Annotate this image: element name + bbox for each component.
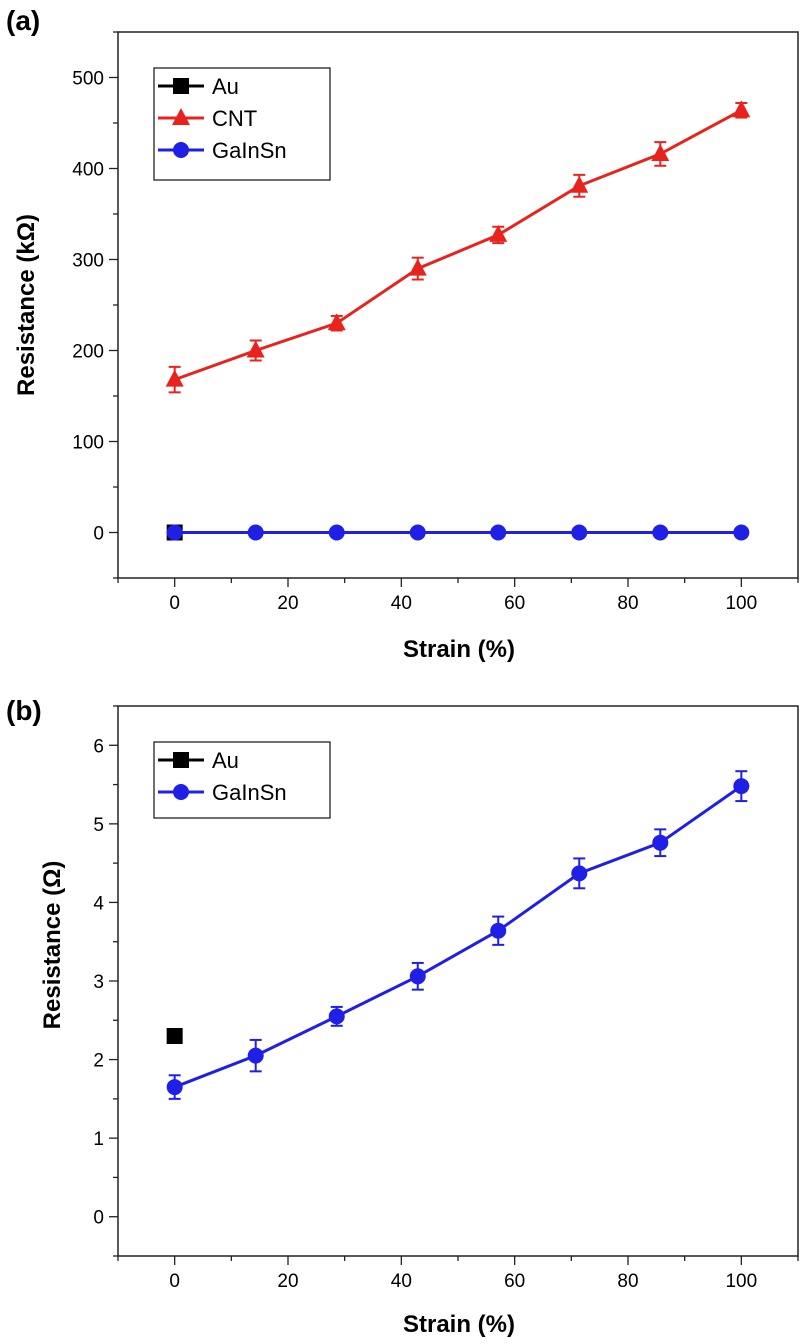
panel-a-legend: Au CNT GaInSn — [153, 67, 331, 181]
panel-a-y-axis-title: Resistance (kΩ) — [13, 214, 40, 396]
panel-a-y-tick-label: 100 — [72, 433, 104, 454]
panel-b-gainsn-point — [247, 1047, 264, 1064]
panel-a-gainsn-point — [247, 524, 264, 541]
panel-b-y-tick-label: 2 — [93, 1051, 104, 1072]
panel-a-legend-marker-gainsn — [173, 142, 189, 158]
panel-a-x-tick-label: 40 — [391, 593, 412, 614]
panel-a-legend-marker-cnt — [172, 108, 190, 125]
panel-b-series-gainsn — [166, 770, 750, 1100]
panel-b-legend-label-au: Au — [212, 748, 239, 773]
panel-b-x-tick-label: 20 — [277, 1271, 298, 1292]
panel-a-x-tick-label: 100 — [725, 593, 757, 614]
panel-b-au-point — [166, 1028, 183, 1044]
panel-b-legend-marker-gainsn — [173, 784, 189, 800]
panel-a-gainsn-point — [490, 524, 507, 541]
panel-b-legend: Au GaInSn — [153, 741, 331, 819]
panel-b-y-tick-label: 3 — [93, 972, 104, 993]
panel-b-x-tick-label: 60 — [504, 1271, 525, 1292]
panel-a-gainsn-point — [166, 524, 183, 541]
panel-a-y-tick-label: 500 — [72, 69, 104, 90]
panel-b-x-tick-label: 100 — [725, 1271, 757, 1292]
panel-b-x-tick-label: 40 — [391, 1271, 412, 1292]
panel-a-gainsn-point — [652, 524, 669, 541]
panel-a-legend-label-gainsn: GaInSn — [212, 138, 287, 163]
panel-b-gainsn-line — [174, 784, 743, 1089]
panel-b-gainsn-point — [652, 834, 669, 851]
panel-a-cnt-point — [165, 369, 184, 387]
panel-b-x-axis-title: Strain (%) — [403, 1311, 515, 1338]
panel-b-gainsn-point — [490, 922, 507, 939]
panel-a-cnt-point — [246, 340, 265, 358]
panel-b-gainsn-point — [409, 968, 426, 985]
panel-b-y-tick-label: 1 — [93, 1129, 104, 1150]
panel-a-cnt-point — [327, 313, 346, 331]
panel-b-x-tick-label: 0 — [169, 1271, 180, 1292]
panel-a-y-tick-label: 0 — [93, 524, 104, 545]
panel-b-gainsn-point — [328, 1008, 345, 1025]
panel-a-x-tick-label: 0 — [169, 593, 180, 614]
panel-b-y-tick-label: 5 — [93, 815, 104, 836]
panel-a-cnt-line — [174, 108, 743, 382]
panel-a-x-tick-label: 20 — [277, 593, 298, 614]
panel-a-legend-label-au: Au — [212, 74, 239, 99]
panel-a: (a) Strain (%) Resistance (kΩ) 0 20 40 60 80… — [6, 5, 799, 663]
panel-b-x-tick-label: 80 — [617, 1271, 638, 1292]
panel-b-y-tick-label: 6 — [93, 736, 104, 757]
panel-b-y-tick-label: 4 — [93, 893, 104, 914]
panel-a-label: (a) — [6, 5, 40, 36]
panel-a-cnt-point — [570, 175, 589, 193]
panel-a-gainsn-point — [571, 524, 588, 541]
panel-b-gainsn-point — [733, 778, 750, 795]
panel-b-legend-marker-au — [173, 752, 189, 768]
panel-a-cnt-point — [651, 143, 670, 161]
panel-a-series-gainsn — [166, 524, 750, 541]
panel-a-legend-label-cnt: CNT — [212, 106, 257, 131]
panel-a-x-axis-title: Strain (%) — [403, 636, 515, 663]
panel-a-gainsn-point — [733, 524, 750, 541]
panel-b-y-axis-title: Resistance (Ω) — [39, 861, 66, 1030]
panel-b-gainsn-point — [571, 865, 588, 882]
panel-a-x-tick-label: 80 — [617, 593, 638, 614]
panel-b-y-tick-label: 0 — [93, 1208, 104, 1229]
panel-a-y-tick-label: 200 — [72, 342, 104, 363]
panel-a-y-tick-label: 400 — [72, 160, 104, 181]
panel-a-y-tick-label: 300 — [72, 251, 104, 272]
panel-a-gainsn-point — [409, 524, 426, 541]
panel-b-gainsn-point — [166, 1079, 183, 1096]
panel-b: (b) Strain (%) Resistance (Ω) 0 20 40 60 80 1… — [6, 695, 799, 1338]
panel-a-x-tick-label: 60 — [504, 593, 525, 614]
panel-b-series-au — [166, 1028, 183, 1044]
panel-a-cnt-point — [732, 100, 751, 118]
panel-a-series-cnt — [165, 100, 751, 394]
panel-a-cnt-point — [489, 224, 508, 242]
panel-a-legend-marker-au — [173, 78, 189, 94]
panel-a-gainsn-point — [328, 524, 345, 541]
panel-b-legend-label-gainsn: GaInSn — [212, 780, 287, 805]
panel-b-label: (b) — [6, 695, 42, 726]
panel-a-cnt-point — [408, 258, 427, 276]
